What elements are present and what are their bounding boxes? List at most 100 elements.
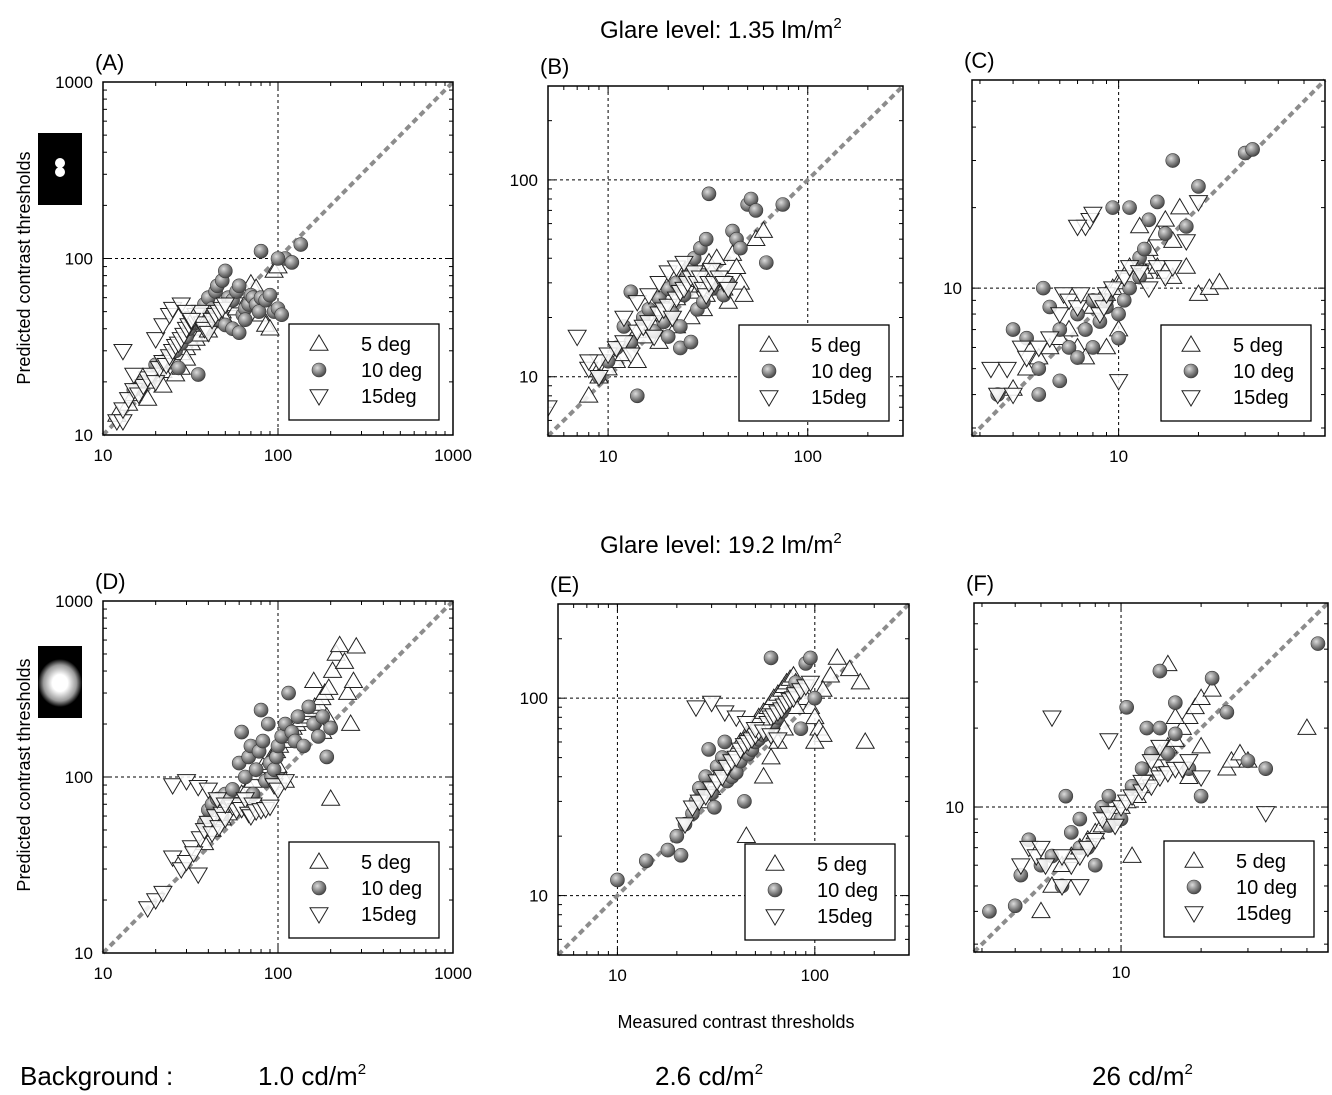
data-point — [1070, 287, 1091, 305]
legend: 5 deg 10 deg 15deg — [1160, 324, 1312, 422]
legend: 5 deg 10 deg 15deg — [738, 324, 890, 422]
series-triangle-down — [675, 675, 821, 835]
data-point — [1310, 636, 1326, 651]
data-point — [1193, 788, 1209, 804]
data-point — [1036, 280, 1051, 296]
data-point — [1150, 194, 1165, 210]
data-point — [1191, 736, 1211, 754]
data-point — [1150, 739, 1170, 757]
panel-b: (B) 10 100 10 100 5 deg 10 deg 15deg — [510, 54, 905, 466]
y-tick-label: 100 — [65, 768, 93, 787]
data-point — [311, 729, 326, 744]
x-tick-label: 10 — [599, 447, 618, 466]
data-point — [701, 186, 717, 202]
series-triangle-down — [1010, 710, 1276, 896]
data-point — [231, 325, 247, 340]
data-point — [629, 388, 645, 404]
data-point — [614, 335, 634, 353]
data-point — [260, 799, 280, 817]
series-triangle-down — [981, 195, 1209, 405]
plot-frame — [547, 85, 904, 437]
data-point — [281, 685, 296, 701]
data-point — [218, 263, 233, 279]
data-point — [162, 778, 183, 796]
data-point — [1094, 300, 1114, 317]
data-point — [1042, 710, 1062, 728]
data-point — [827, 647, 848, 665]
data-point — [303, 671, 324, 689]
data-point — [839, 659, 860, 677]
data-point — [1098, 733, 1119, 751]
data-point — [1141, 212, 1157, 228]
x-tick-label: 10 — [1112, 963, 1131, 982]
data-point — [145, 332, 166, 349]
data-point — [183, 846, 204, 863]
data-point — [1049, 307, 1070, 325]
data-point — [1070, 350, 1085, 365]
data-point — [813, 725, 833, 742]
data-point — [315, 709, 330, 725]
data-point — [982, 904, 997, 919]
y-tick-label: 100 — [510, 171, 538, 190]
y-axis-label-bottom: Predicted contrast thresholds — [14, 658, 34, 891]
data-point — [997, 361, 1018, 379]
data-point — [1111, 330, 1126, 346]
y-tick-label: 10 — [74, 944, 93, 963]
data-point — [1122, 200, 1137, 215]
data-point — [1105, 200, 1121, 215]
data-point — [737, 794, 752, 809]
data-point — [1005, 322, 1021, 337]
panel-e: (E) 10 100 10 100 5 deg 10 deg 15deg — [520, 572, 911, 985]
data-point — [718, 281, 739, 299]
data-point — [322, 661, 343, 678]
data-point — [1147, 260, 1168, 277]
legend-label: 15deg — [1233, 387, 1289, 409]
data-point — [1031, 840, 1051, 858]
data-point — [275, 774, 296, 791]
data-point — [578, 354, 599, 372]
data-point — [589, 369, 609, 387]
panel-label: (C) — [964, 48, 995, 73]
data-point — [1031, 901, 1051, 919]
data-point — [290, 709, 306, 725]
data-point — [1258, 761, 1274, 777]
data-point — [1141, 779, 1162, 797]
data-point — [673, 847, 689, 863]
data-point — [1119, 700, 1134, 715]
data-point — [683, 334, 699, 350]
data-point — [726, 257, 747, 275]
data-point — [1035, 858, 1056, 876]
data-point — [1105, 818, 1125, 836]
data-point — [176, 348, 197, 366]
data-point — [329, 635, 350, 653]
panel-d: (D) 10 100 1000 10 100 1000 5 deg 10 deg 15deg — [55, 569, 472, 983]
x-tick-label: 10 — [608, 966, 627, 985]
legend-label: 15deg — [1236, 903, 1292, 925]
legend-marker — [309, 907, 329, 924]
points — [137, 635, 367, 919]
legend: 5 deg 10 deg 15deg — [288, 841, 440, 939]
panel-label: (D) — [95, 569, 126, 594]
data-point — [262, 287, 278, 303]
data-point — [320, 789, 341, 806]
data-point — [1138, 281, 1159, 299]
data-point — [301, 699, 317, 715]
data-point — [1240, 753, 1256, 769]
data-point — [748, 203, 764, 218]
data-point — [850, 672, 871, 690]
data-point — [1067, 219, 1088, 237]
legend-label: 15deg — [361, 386, 417, 408]
data-point — [1191, 688, 1211, 706]
data-point — [323, 720, 338, 736]
series-triangle-down — [106, 297, 236, 432]
data-point — [660, 842, 676, 858]
x-axis-label: Measured contrast thresholds — [617, 1012, 854, 1032]
legend-label: 5 deg — [811, 335, 861, 357]
data-point — [807, 690, 823, 706]
legend-label: 10 deg — [1233, 361, 1294, 383]
legend-label: 10 deg — [811, 361, 872, 383]
x-tick-label: 1000 — [434, 964, 472, 983]
data-point — [113, 343, 133, 361]
panel-label: (E) — [550, 572, 579, 597]
data-point — [153, 318, 173, 335]
